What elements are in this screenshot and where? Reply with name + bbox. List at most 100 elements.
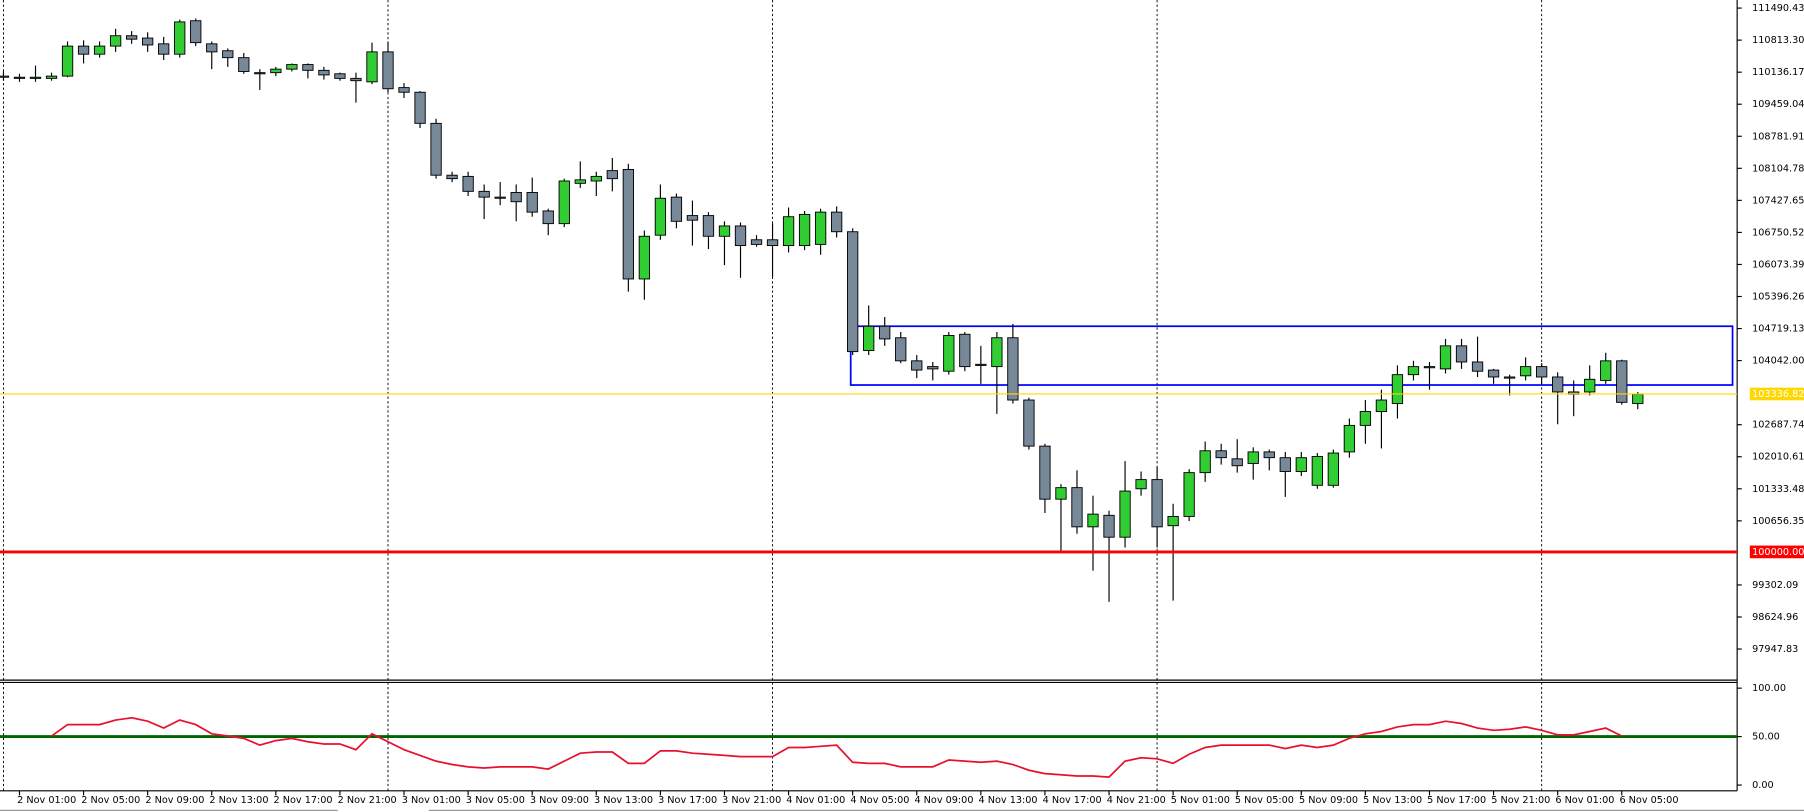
- candle-body: [1535, 366, 1548, 378]
- candle-body: [286, 64, 298, 70]
- candle-body: [190, 20, 202, 44]
- x-tick-label: 2 Nov 09:00: [145, 795, 204, 806]
- candle-body: [670, 196, 683, 222]
- candle-body: [93, 45, 106, 55]
- candle-body: [750, 239, 763, 245]
- x-tick-label: 3 Nov 17:00: [658, 795, 717, 806]
- candle-body: [1439, 345, 1452, 370]
- candle-body: [782, 216, 795, 247]
- candle-body: [638, 235, 651, 280]
- candle-body: [222, 50, 234, 59]
- y-tick-label: 108781.91: [1752, 131, 1804, 142]
- candle-body: [590, 175, 602, 182]
- candle-body: [1391, 374, 1404, 404]
- y-tick-label: 104719.13: [1752, 324, 1804, 335]
- candle-body: [542, 210, 554, 225]
- y-tick-label: 50.00: [1752, 732, 1780, 743]
- candle-body: [814, 211, 827, 245]
- candle-body: [206, 43, 218, 53]
- candle-body: [991, 337, 1003, 368]
- candle-body: [1007, 337, 1019, 401]
- y-tick-label: 101333.48: [1752, 484, 1804, 495]
- candle-body: [1183, 472, 1195, 517]
- candle-body: [718, 225, 731, 237]
- x-tick-label: 3 Nov 13:00: [594, 795, 653, 806]
- candle-body: [863, 325, 875, 351]
- y-tick-label: 105396.26: [1752, 292, 1804, 303]
- candle-body: [1023, 399, 1035, 447]
- candle-body: [1552, 376, 1564, 393]
- candle-body: [1071, 487, 1083, 528]
- y-tick-label: 109459.04: [1752, 99, 1804, 110]
- x-tick-label: 3 Nov 21:00: [722, 795, 781, 806]
- candle-body: [1600, 360, 1612, 381]
- candle-body: [766, 239, 779, 247]
- candle-body: [430, 122, 442, 176]
- candle-body: [1327, 452, 1339, 486]
- candle-body: [1087, 513, 1099, 528]
- y-tick-label: 99302.09: [1752, 580, 1798, 591]
- price-line-label-bg: [1749, 387, 1804, 401]
- x-tick-label: 3 Nov 05:00: [466, 795, 525, 806]
- candle-body: [77, 45, 90, 55]
- candle-body: [1295, 457, 1307, 472]
- candle-body: [1503, 376, 1516, 379]
- candle-body: [109, 35, 122, 47]
- candle-body: [1231, 458, 1243, 467]
- candle-body: [1135, 479, 1147, 490]
- candle-body: [318, 69, 330, 76]
- candle-body: [142, 37, 154, 46]
- candle-body: [1423, 366, 1436, 369]
- y-tick-label: 0.00: [1752, 780, 1774, 791]
- x-tick-label: 4 Nov 21:00: [1107, 795, 1166, 806]
- candle-body: [1487, 369, 1500, 378]
- x-tick-label: 6 Nov 01:00: [1555, 795, 1614, 806]
- y-tick-label: 108104.78: [1752, 163, 1804, 174]
- candle-body: [302, 64, 314, 71]
- candle-body: [1119, 490, 1131, 538]
- candle-body: [1279, 457, 1291, 472]
- candle-body: [830, 211, 843, 233]
- candle-body: [1215, 450, 1227, 459]
- candle-body: [1199, 450, 1211, 474]
- candle-body: [238, 57, 250, 72]
- x-tick-label: 6 Nov 05:00: [1619, 795, 1678, 806]
- x-tick-label: 2 Nov 17:00: [274, 795, 333, 806]
- indicator-line: [51, 716, 1623, 779]
- y-tick-label: 111490.43: [1752, 3, 1804, 14]
- y-tick-label: 98624.96: [1752, 612, 1798, 623]
- candle-body: [494, 196, 506, 199]
- zone: [849, 325, 1734, 386]
- candle-body: [125, 35, 138, 40]
- x-tick-label: 5 Nov 01:00: [1171, 795, 1230, 806]
- candle-body: [1055, 487, 1067, 500]
- x-tick-label: 5 Nov 17:00: [1427, 795, 1486, 806]
- x-tick-label: 4 Nov 05:00: [850, 795, 909, 806]
- candle-body: [174, 21, 186, 55]
- candle-body: [1263, 451, 1275, 459]
- candle-body: [382, 51, 394, 90]
- candle-body: [927, 366, 939, 370]
- x-tick-label: 3 Nov 01:00: [402, 795, 461, 806]
- candle-body: [270, 68, 282, 74]
- y-tick-label: 102687.74: [1752, 420, 1804, 431]
- candle-body: [1103, 514, 1115, 538]
- candle-body: [29, 76, 42, 79]
- candle-body: [334, 73, 346, 79]
- candle-body: [606, 170, 618, 180]
- x-tick-label: 4 Nov 13:00: [979, 795, 1038, 806]
- x-tick-label: 5 Nov 09:00: [1299, 795, 1358, 806]
- candle-body: [734, 225, 747, 247]
- price-line-label-bg: [1749, 545, 1804, 559]
- candle-body: [1167, 515, 1179, 527]
- candle-body: [1471, 361, 1484, 372]
- candle-body: [1375, 399, 1388, 412]
- candle-body: [574, 179, 586, 184]
- candle-body: [959, 333, 971, 368]
- candle-body: [1039, 445, 1051, 500]
- y-tick-label: 106073.39: [1752, 259, 1804, 270]
- candle-body: [1359, 411, 1372, 426]
- candle-body: [879, 325, 891, 340]
- candle-body: [61, 45, 74, 77]
- y-tick-label: 97947.83: [1752, 644, 1798, 655]
